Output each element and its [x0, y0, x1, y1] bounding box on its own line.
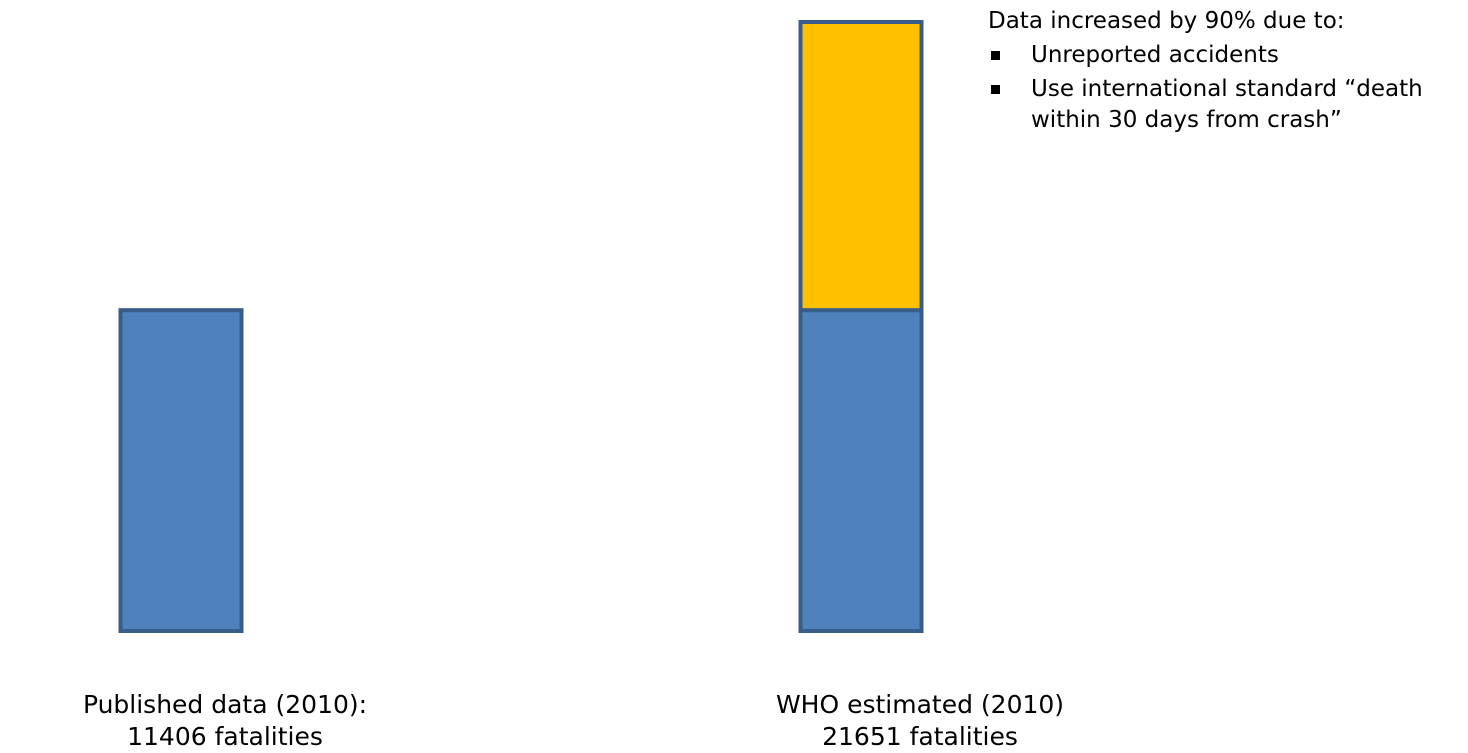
bar-who-segment-1	[798, 308, 924, 633]
published-category-label: Published data (2010):	[82, 690, 368, 719]
annotation-bullet-item: Unreported accidents	[988, 40, 1458, 71]
annotation-heading: Data increased by 90% due to:	[988, 8, 1345, 34]
bar-who-segment-2	[798, 20, 924, 313]
annotation-bullet-text: Unreported accidents	[1031, 42, 1279, 68]
square-bullet-icon	[991, 51, 1000, 60]
who-category-label: WHO estimated (2010)	[775, 690, 1065, 719]
increase-annotation: Data increased by 90% due to: Unreported…	[988, 6, 1458, 136]
who-bar-label: WHO estimated (2010) 21651 fatalities	[710, 689, 1130, 753]
who-value-label: 21651 fatalities	[822, 722, 1018, 751]
bar-published-segment-1	[118, 308, 244, 633]
published-value-label: 11406 fatalities	[127, 722, 323, 751]
square-bullet-icon	[991, 85, 1000, 94]
annotation-bullet-text: Use international standard “death within…	[1031, 76, 1423, 133]
annotation-bullet-list: Unreported accidents Use international s…	[988, 40, 1458, 136]
published-bar-label: Published data (2010): 11406 fatalities	[75, 689, 375, 753]
annotation-bullet-item: Use international standard “death within…	[988, 74, 1458, 136]
